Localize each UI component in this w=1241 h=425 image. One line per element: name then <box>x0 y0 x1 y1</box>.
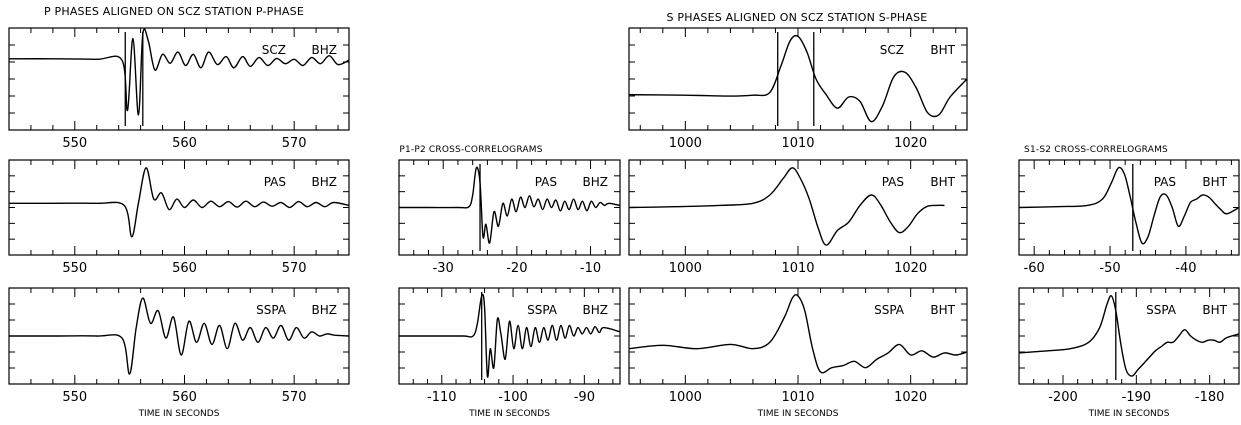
x-tick-label: 1000 <box>669 390 702 405</box>
x-axis-label: TIME IN SECONDS <box>757 409 839 419</box>
waveform-line <box>8 28 350 116</box>
waveform-line <box>1018 295 1240 377</box>
x-tick-label: -190 <box>1122 390 1152 405</box>
waveform-line <box>628 34 968 123</box>
waveform-line <box>399 293 621 378</box>
x-tick-label: 570 <box>282 390 307 405</box>
channel-label: BHZ <box>312 303 337 317</box>
plot-frame <box>628 27 968 131</box>
station-label: SSPA <box>256 303 287 317</box>
p-phases-header: P PHASES ALIGNED ON SCZ STATION P-PHASE <box>44 5 304 18</box>
x-tick-label: 1000 <box>669 136 702 151</box>
channel-label: BHT <box>930 303 955 317</box>
x-tick-label: 560 <box>172 136 197 151</box>
waveform-line <box>1018 166 1240 245</box>
channel-label: BHZ <box>583 303 608 317</box>
x-tick-label: 1010 <box>781 136 814 151</box>
x-tick-label: 560 <box>172 261 197 276</box>
s-phases-header: S PHASES ALIGNED ON SCZ STATION S-PHASE <box>667 11 928 24</box>
x-tick-label: -60 <box>1024 261 1045 276</box>
waveform-line <box>628 167 945 246</box>
waveform-line <box>9 167 350 238</box>
s-correlograms-header: S1-S2 CROSS-CORRELOGRAMS <box>1024 145 1168 155</box>
channel-label: BHT <box>930 43 955 57</box>
x-tick-label: -10 <box>580 261 601 276</box>
channel-label: BHT <box>1202 303 1227 317</box>
waveform-line <box>9 297 350 375</box>
station-label: SSPA <box>874 303 905 317</box>
waveform-line <box>628 294 968 374</box>
station-label: PAS <box>882 175 904 189</box>
x-tick-label: 550 <box>62 136 87 151</box>
x-tick-label: -200 <box>1048 390 1078 405</box>
x-axis-label: TIME IN SECONDS <box>138 409 220 419</box>
sc-pas-panel: -60 -50 -40 PAS BHT <box>1018 159 1240 276</box>
station-label: SSPA <box>1146 303 1177 317</box>
x-tick-label: -40 <box>1175 261 1196 276</box>
x-tick-label: -100 <box>498 390 528 405</box>
p-correlograms-header: P1-P2 CROSS-CORRELOGRAMS <box>399 145 542 155</box>
p-sspa-panel: 550 560 570 TIME IN SECONDS SSPA BHZ <box>8 287 350 419</box>
station-label: SCZ <box>262 43 286 57</box>
x-tick-label: 570 <box>282 136 307 151</box>
x-tick-label: 1020 <box>894 261 927 276</box>
x-tick-label: 1020 <box>894 390 927 405</box>
x-tick-label: 550 <box>62 261 87 276</box>
station-label: SCZ <box>880 43 904 57</box>
p-scz-panel: 550 560 570 SCZ BHZ <box>8 27 350 151</box>
x-tick-label: 1010 <box>781 261 814 276</box>
p-pas-panel: 550 560 570 PAS BHZ <box>8 159 350 276</box>
station-label: SSPA <box>527 303 558 317</box>
plot-frame <box>628 287 968 385</box>
x-tick-label: 570 <box>282 261 307 276</box>
channel-label: BHZ <box>583 175 608 189</box>
plot-frame <box>8 27 350 131</box>
channel-label: BHT <box>930 175 955 189</box>
plot-frame <box>8 159 350 256</box>
x-tick-label: -90 <box>574 390 595 405</box>
s-sspa-panel: 1000 1010 1020 TIME IN SECONDS SSPA BHT <box>628 287 968 419</box>
x-tick-label: 550 <box>62 390 87 405</box>
x-tick-label: -20 <box>506 261 527 276</box>
x-axis-label: TIME IN SECONDS <box>468 409 550 419</box>
sc-sspa-panel: -200 -190 -180 TIME IN SECONDS SSPA BHT <box>1018 287 1240 419</box>
x-tick-label: -30 <box>433 261 454 276</box>
x-tick-label: 1000 <box>669 261 702 276</box>
pc-sspa-panel: -110 -100 -90 TIME IN SECONDS SSPA BHZ <box>398 287 621 419</box>
station-label: PAS <box>264 175 286 189</box>
x-tick-label: -110 <box>427 390 457 405</box>
x-tick-label: 1010 <box>781 390 814 405</box>
channel-label: BHZ <box>312 175 337 189</box>
station-label: PAS <box>535 175 557 189</box>
x-tick-label: 1020 <box>894 136 927 151</box>
pc-pas-panel: -30 -20 -10 PAS BHZ <box>398 159 621 276</box>
channel-label: BHT <box>1202 175 1227 189</box>
s-pas-panel: 1000 1010 1020 PAS BHT <box>628 159 968 276</box>
channel-label: BHZ <box>312 43 337 57</box>
x-tick-label: -50 <box>1099 261 1120 276</box>
x-tick-label: 560 <box>172 390 197 405</box>
s-scz-panel: 1000 1010 1020 SCZ BHT <box>628 27 968 151</box>
station-label: PAS <box>1154 175 1176 189</box>
x-axis-label: TIME IN SECONDS <box>1088 409 1170 419</box>
x-tick-label: -180 <box>1195 390 1225 405</box>
